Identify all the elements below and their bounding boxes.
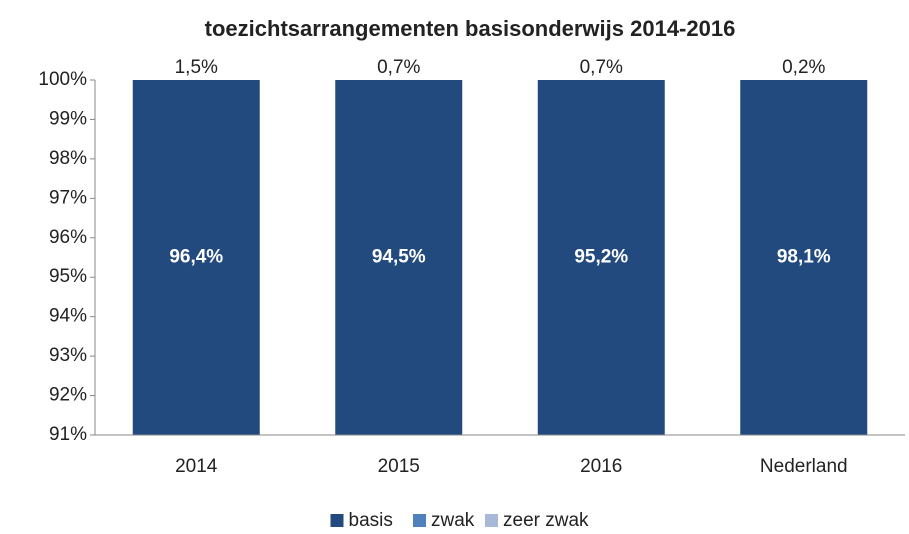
legend-swatch	[330, 514, 344, 527]
y-tick-label: 99%	[49, 108, 87, 129]
y-tick-label: 93%	[49, 345, 87, 366]
y-tick-label: 100%	[38, 69, 87, 90]
y-tick-label: 96%	[49, 227, 87, 248]
bar-segment	[537, 80, 665, 435]
data-label: 1,5%	[175, 57, 218, 78]
legend-swatch	[485, 514, 498, 527]
x-tick-label: Nederland	[760, 456, 848, 477]
bar-segment	[132, 80, 260, 435]
chart-title: toezichtsarrangementen basisonderwijs 20…	[205, 16, 736, 41]
data-label: 98,1%	[777, 247, 831, 268]
legend-label: zwak	[431, 510, 475, 531]
plot-area	[132, 80, 868, 435]
data-label: 94,5%	[372, 247, 426, 268]
data-label: 0,7%	[377, 57, 420, 78]
bar-segment	[740, 80, 868, 435]
legend-label: zeer zwak	[503, 510, 589, 531]
y-tick-label: 98%	[49, 148, 87, 169]
data-label: 95,2%	[574, 247, 628, 268]
y-tick-label: 91%	[49, 424, 87, 445]
y-tick-label: 94%	[49, 306, 87, 327]
data-label: 96,4%	[169, 247, 223, 268]
x-tick-label: 2015	[378, 456, 420, 477]
legend-label: basis	[349, 510, 393, 531]
y-tick-label: 92%	[49, 385, 87, 406]
bar-segment	[335, 80, 463, 435]
data-label: 0,7%	[580, 57, 623, 78]
x-tick-label: 2016	[580, 456, 622, 477]
y-tick-label: 95%	[49, 266, 87, 287]
y-tick-label: 97%	[49, 187, 87, 208]
data-label: 0,2%	[782, 57, 825, 78]
legend-swatch	[413, 514, 426, 527]
x-tick-label: 2014	[175, 456, 218, 477]
